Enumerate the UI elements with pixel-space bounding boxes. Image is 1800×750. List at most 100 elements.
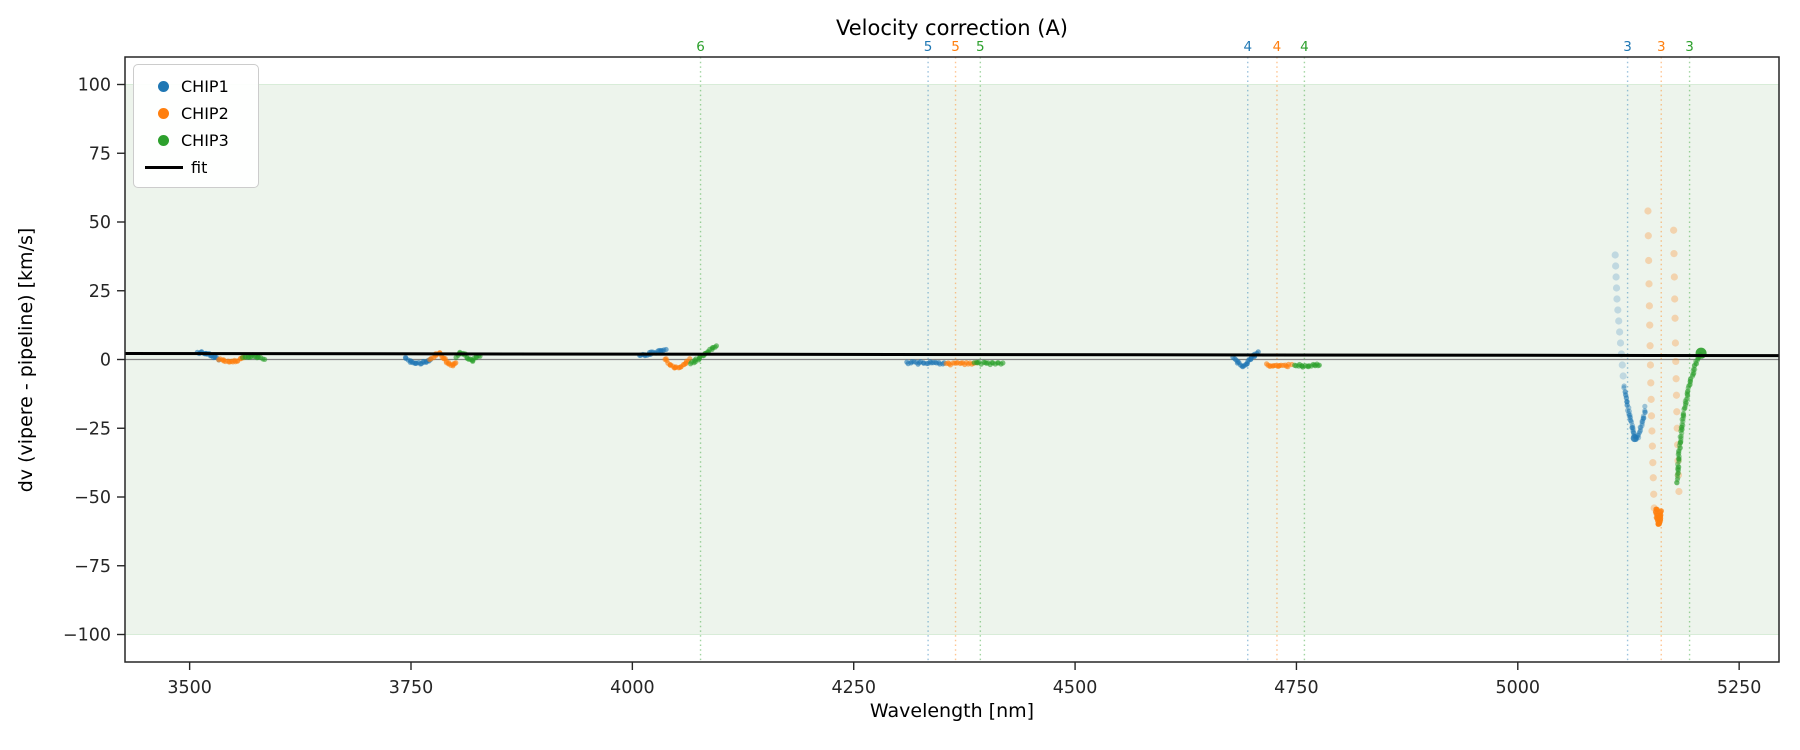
data-point (1649, 459, 1657, 467)
data-point (1624, 399, 1630, 405)
y-tick-label: −25 (74, 419, 111, 439)
data-point (1678, 438, 1684, 444)
y-tick-label: 25 (89, 282, 111, 302)
data-point (1611, 251, 1619, 259)
data-point (1691, 366, 1697, 372)
data-point (1680, 412, 1686, 419)
data-point (1624, 407, 1631, 414)
data-point (1627, 414, 1633, 420)
x-tick-label: 4250 (831, 678, 876, 698)
data-point (1675, 461, 1681, 467)
data-point (1675, 470, 1681, 476)
data-point (1624, 398, 1630, 405)
data-point (1624, 402, 1630, 408)
data-point (1687, 379, 1693, 385)
y-tick-label: 0 (100, 351, 111, 371)
order-label: 3 (1685, 39, 1694, 55)
data-point (1675, 487, 1683, 496)
data-point (1642, 409, 1648, 415)
data-point (1683, 402, 1689, 408)
data-point (713, 343, 720, 349)
data-point (1671, 295, 1679, 303)
chip1-marker-icon (158, 81, 169, 92)
data-point (1637, 424, 1643, 430)
data-point (1676, 449, 1682, 455)
data-point (1679, 416, 1685, 422)
y-axis-ticks: 100 75 50 25 0 −25 −50 −75 −100 (63, 76, 125, 646)
data-point (1682, 398, 1688, 404)
data-point (1690, 368, 1696, 374)
data-point (1671, 314, 1679, 322)
data-point (1645, 256, 1653, 265)
data-point (1674, 441, 1682, 449)
data-point (1621, 385, 1627, 391)
data-point (1623, 395, 1630, 401)
data-point (1640, 416, 1646, 422)
data-point (1675, 475, 1681, 481)
data-point (1686, 383, 1692, 389)
data-point (1676, 456, 1682, 462)
data-point (1681, 413, 1687, 419)
data-point (1644, 207, 1652, 215)
data-point (1693, 361, 1700, 367)
data-point (1677, 434, 1683, 440)
data-point (1646, 342, 1654, 350)
data-point (1676, 464, 1682, 470)
data-point (1679, 426, 1685, 433)
data-point (1687, 382, 1693, 388)
data-point (1676, 456, 1682, 462)
data-point (1614, 306, 1622, 314)
data-point (1622, 389, 1628, 395)
data-point (1675, 467, 1681, 474)
chip2-marker-icon (158, 108, 169, 119)
data-point (1627, 412, 1633, 418)
data-point (1645, 280, 1653, 288)
x-axis-ticks: 3500 3750 4000 4250 4500 4750 5000 5250 (167, 662, 1761, 698)
data-point (1255, 349, 1261, 355)
order-label: 3 (1623, 39, 1632, 55)
x-tick-label: 3500 (167, 678, 212, 698)
data-point (1679, 421, 1685, 427)
x-tick-label: 3750 (389, 678, 434, 698)
x-axis-label: Wavelength [nm] (869, 700, 1035, 722)
data-point (1637, 427, 1644, 433)
y-tick-label: −100 (63, 626, 111, 646)
data-point (1672, 357, 1680, 366)
data-point (1682, 405, 1688, 411)
data-point (1670, 273, 1678, 281)
data-point (1642, 408, 1648, 414)
data-point (1688, 376, 1694, 382)
data-point (1638, 425, 1644, 431)
data-point (1674, 479, 1680, 486)
data-point (1674, 476, 1681, 483)
data-point (1684, 395, 1690, 402)
data-point (1678, 424, 1684, 430)
data-point (1684, 389, 1691, 395)
data-point (1694, 357, 1701, 363)
data-point (1640, 415, 1646, 421)
data-point (1677, 440, 1684, 446)
data-point (1622, 392, 1629, 398)
legend-label: fit (191, 158, 208, 177)
data-point (1626, 410, 1632, 416)
data-point (1675, 464, 1681, 470)
legend-item-fit: fit (134, 154, 258, 181)
data-point (1676, 448, 1682, 454)
data-point (1624, 402, 1630, 408)
data-point (1630, 429, 1637, 436)
data-point (1671, 339, 1680, 347)
order-label: 6 (696, 39, 705, 55)
data-point (1627, 417, 1634, 423)
data-point (1674, 480, 1680, 486)
data-point (1612, 284, 1621, 292)
data-point (1678, 435, 1684, 442)
data-point (1676, 442, 1682, 448)
data-point (1679, 430, 1685, 436)
data-point (1680, 418, 1686, 424)
data-point (1618, 361, 1626, 369)
chip3-marker-icon (158, 135, 169, 146)
data-point (1682, 405, 1688, 411)
data-point (1629, 425, 1635, 431)
